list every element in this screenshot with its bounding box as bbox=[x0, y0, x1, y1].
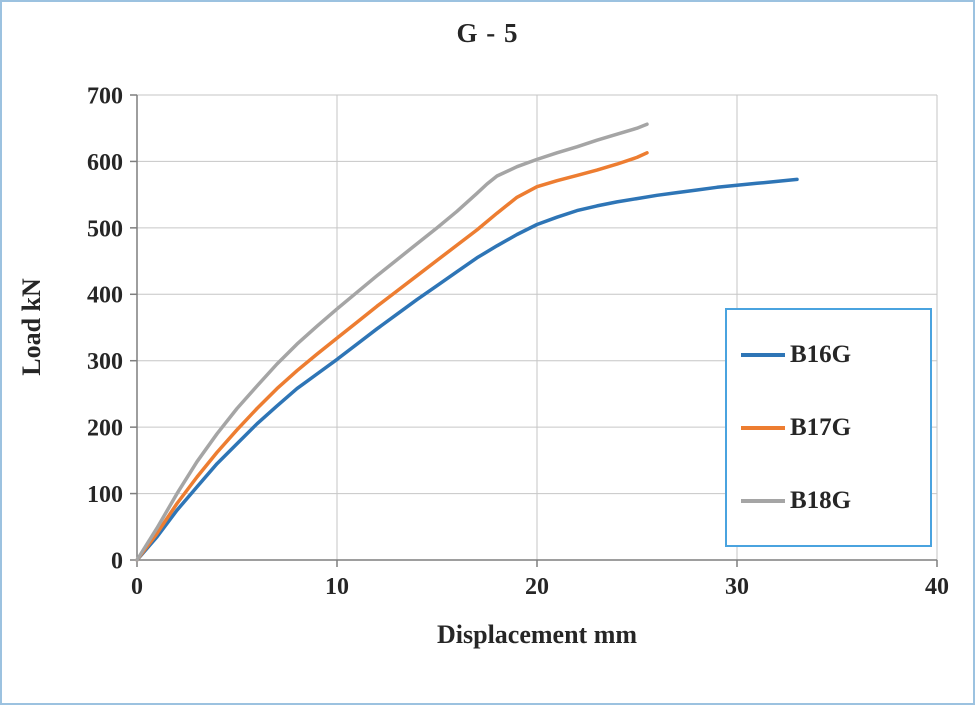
series-line-b17g bbox=[135, 151, 649, 562]
legend-entry-b17g: B17G bbox=[741, 414, 930, 442]
y-axis-title: Load kN bbox=[17, 278, 46, 376]
y-tick-label: 200 bbox=[87, 416, 123, 442]
y-tick-label: 0 bbox=[111, 548, 123, 574]
x-axis-title: Displacement mm bbox=[436, 620, 638, 649]
legend-entry-b16g: B16G bbox=[741, 341, 930, 369]
legend: B16G B17G B18G bbox=[725, 308, 932, 547]
legend-entry-b18g: B18G bbox=[741, 487, 930, 515]
x-tick-label: 30 bbox=[725, 574, 749, 600]
y-tick-label: 300 bbox=[87, 349, 123, 375]
chart-title: G - 5 bbox=[456, 18, 519, 48]
x-tick-label: 0 bbox=[131, 574, 143, 600]
series-line-b18g bbox=[135, 122, 649, 562]
y-tick-label: 500 bbox=[87, 216, 123, 242]
x-tick-label: 20 bbox=[525, 574, 549, 600]
y-tick-label: 400 bbox=[87, 283, 123, 309]
legend-line-swatch-b18g bbox=[741, 498, 785, 503]
x-tick-label: 40 bbox=[925, 574, 949, 600]
legend-line-swatch-b16g bbox=[741, 352, 785, 357]
legend-label-b16g: B16G bbox=[790, 340, 852, 368]
x-tick-label: 10 bbox=[325, 574, 349, 600]
y-tick-label: 100 bbox=[87, 482, 123, 508]
legend-line-swatch-b17g bbox=[741, 425, 785, 430]
y-tick-label: 700 bbox=[87, 83, 123, 109]
y-tick-label: 600 bbox=[87, 150, 123, 176]
legend-label-b17g: B17G bbox=[790, 413, 852, 441]
legend-label-b18g: B18G bbox=[790, 486, 852, 514]
series-line-b16g bbox=[135, 177, 799, 562]
